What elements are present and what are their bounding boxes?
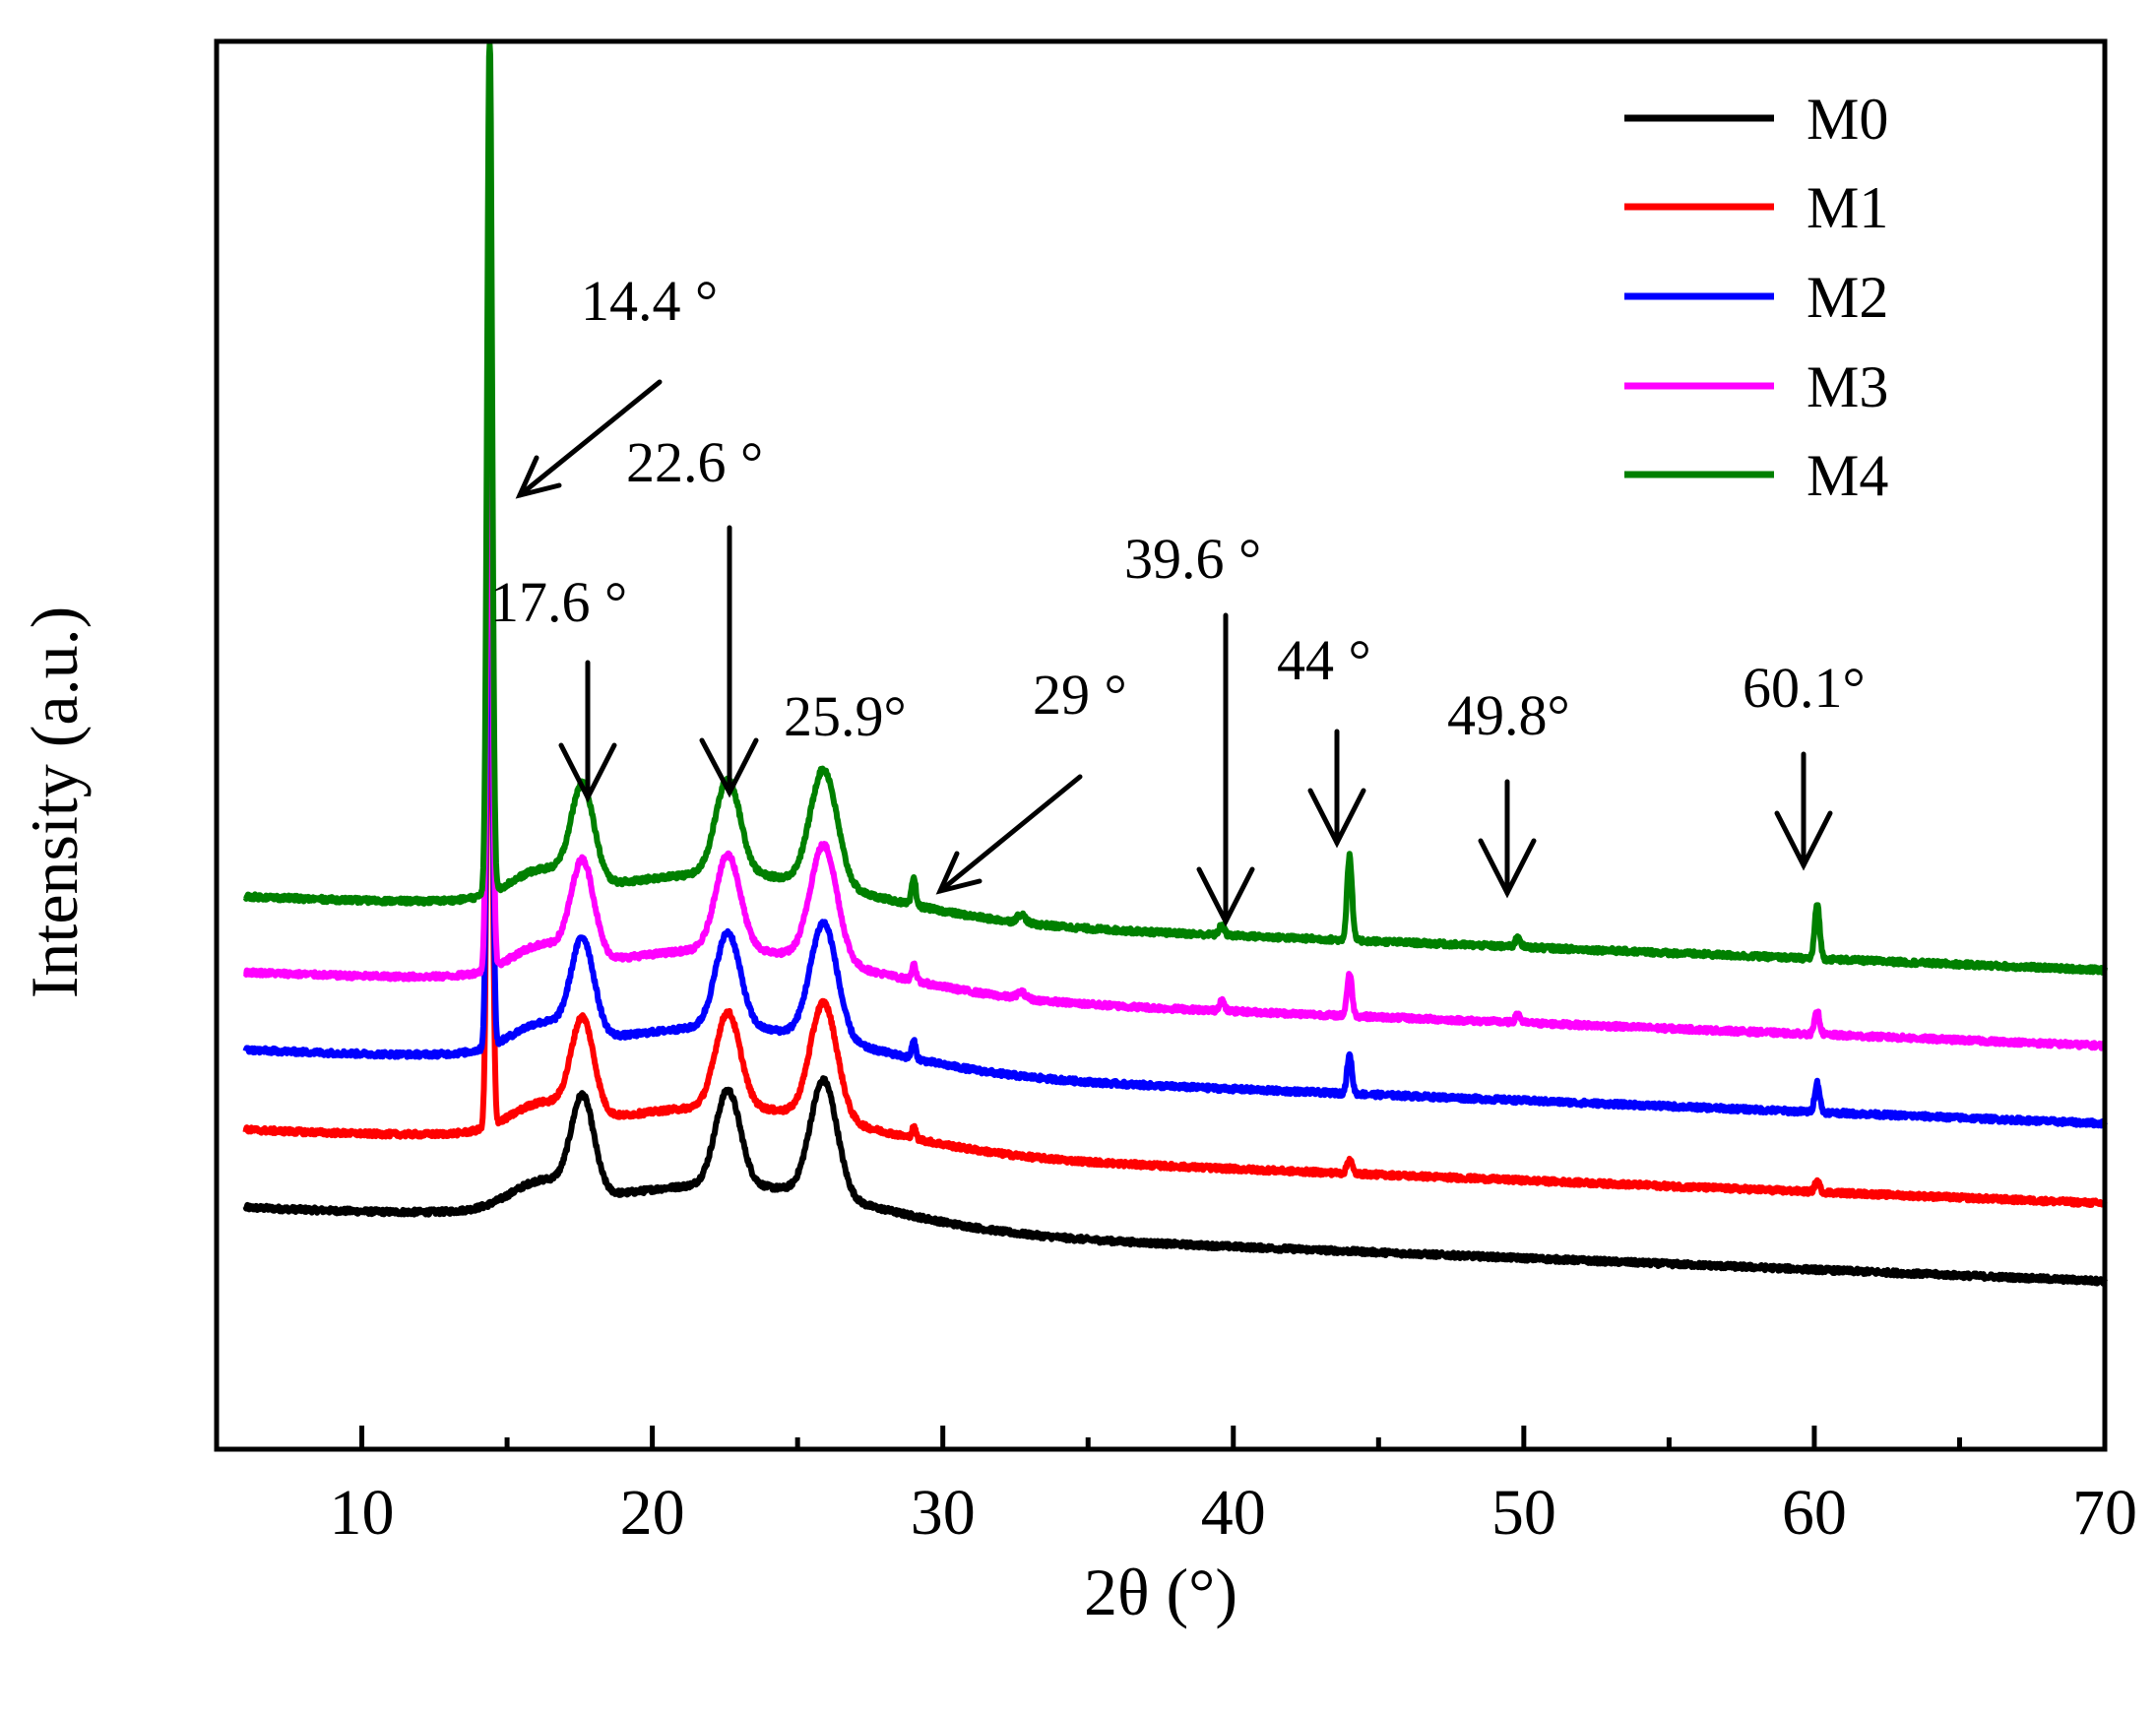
series-line-m3 — [242, 249, 2108, 1051]
series-line-m1 — [242, 471, 2108, 1208]
arrow-22-6 — [699, 525, 759, 798]
annotation-label-60-1: 60.1° — [1743, 656, 1866, 720]
annotation-label-29: 29 ° — [1033, 663, 1127, 727]
arrow-44 — [1307, 729, 1366, 849]
legend-label-m4: M4 — [1807, 443, 1888, 508]
series-line-m4 — [242, 41, 2108, 976]
y-axis-title: Intensity (a.u.) — [17, 606, 92, 998]
annotation-label-44: 44 ° — [1277, 628, 1371, 692]
arrow-14-4 — [515, 379, 663, 499]
series-line-m0 — [242, 1075, 2108, 1287]
legend-label-m1: M1 — [1807, 175, 1888, 240]
arrow-39-6 — [1196, 612, 1255, 927]
annotation-label-49-8: 49.8° — [1447, 683, 1570, 747]
x-tick-label: 70 — [2072, 1477, 2137, 1549]
arrow-29 — [935, 774, 1083, 895]
annotation-label-39-6: 39.6 ° — [1124, 527, 1261, 591]
annotation-label-25-9: 25.9° — [784, 684, 907, 748]
x-axis-title: 2θ (°) — [1084, 1555, 1237, 1629]
x-tick-label: 40 — [1201, 1477, 1266, 1549]
legend-label-m2: M2 — [1807, 265, 1888, 330]
x-tick-label: 30 — [911, 1477, 976, 1549]
arrow-60-1 — [1774, 751, 1833, 871]
x-tick-label: 20 — [620, 1477, 685, 1549]
annotation-label-14-4: 14.4 ° — [581, 269, 718, 333]
arrow-49-8 — [1478, 779, 1537, 899]
series-line-m2 — [242, 370, 2108, 1129]
x-axis-ticks: 10 20 30 40 50 60 70 — [330, 1426, 2137, 1549]
legend-label-m3: M3 — [1807, 354, 1888, 419]
x-tick-label: 50 — [1491, 1477, 1556, 1549]
peak-labels: 14.4 ° 17.6 ° 22.6 ° 25.9° 29 ° 39.6 ° 4… — [490, 269, 1866, 748]
peak-annotations — [515, 379, 1833, 927]
legend-label-m0: M0 — [1807, 87, 1888, 152]
x-tick-label: 60 — [1782, 1477, 1847, 1549]
series-group — [242, 41, 2108, 1287]
legend: M0 M1 M2 M3 M4 — [1624, 87, 1888, 508]
plot-frame — [214, 38, 2108, 1452]
annotation-label-22-6: 22.6 ° — [626, 430, 763, 494]
x-tick-label: 10 — [330, 1477, 395, 1549]
annotation-label-17-6: 17.6 ° — [490, 570, 627, 634]
arrow-17-6 — [558, 660, 617, 803]
